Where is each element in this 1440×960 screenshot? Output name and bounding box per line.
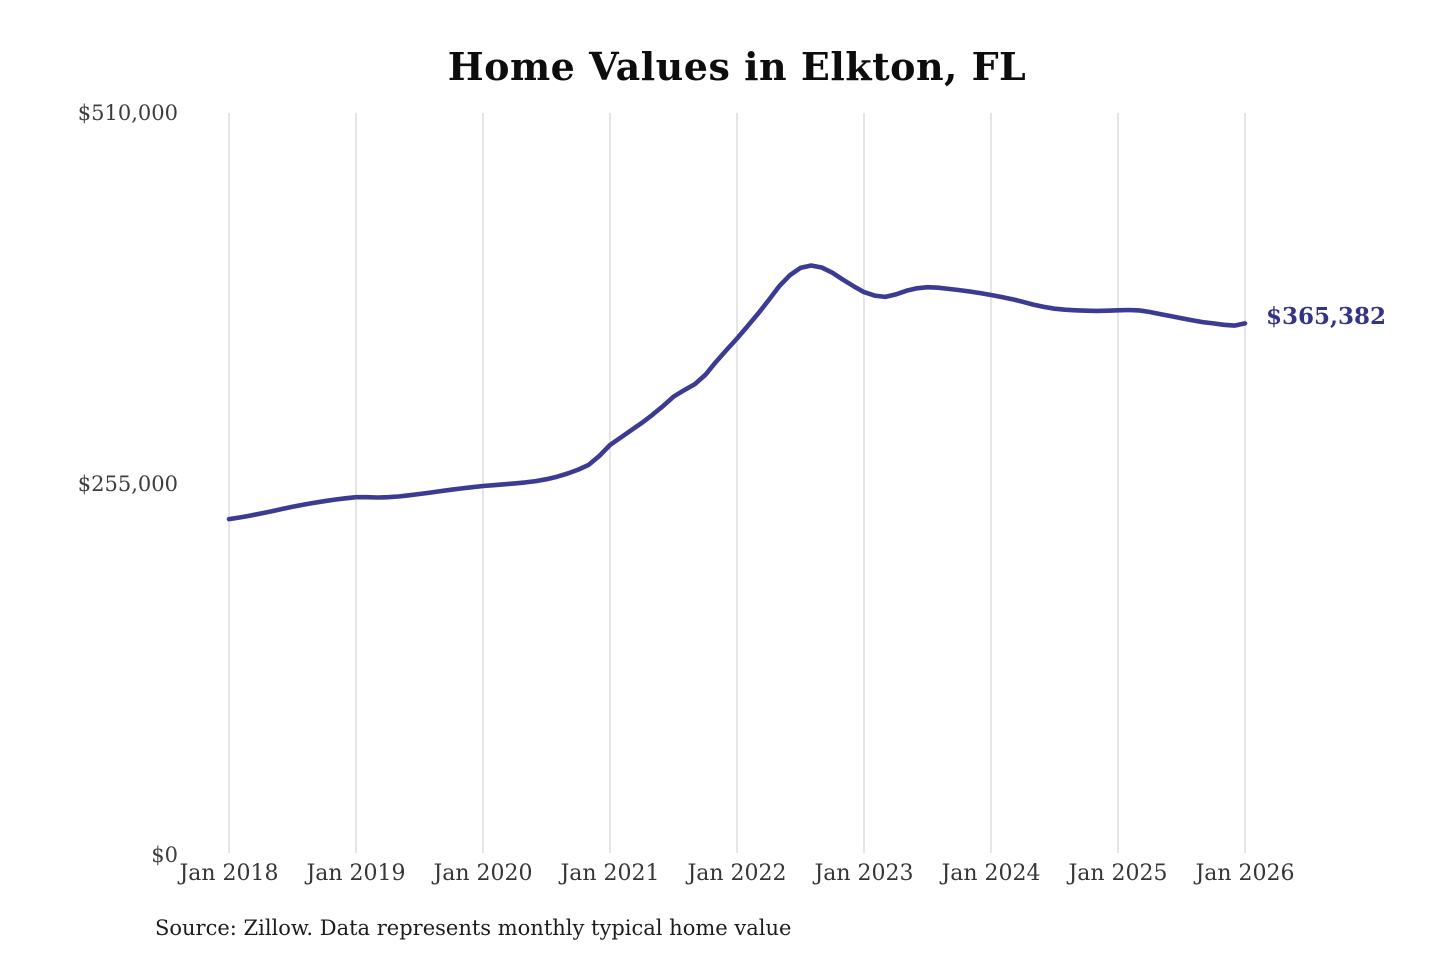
home-value-line: [226, 263, 1248, 522]
x-tick-label: Jan 2018: [179, 861, 279, 886]
x-tick-label: Jan 2019: [306, 861, 406, 886]
source-note: Source: Zillow. Data represents monthly …: [155, 916, 792, 940]
chart-title: Home Values in Elkton, FL: [447, 44, 1027, 89]
y-tick-label: $255,000: [77, 472, 178, 496]
x-tick-label: Jan 2022: [687, 861, 787, 886]
x-tick-label: Jan 2024: [941, 861, 1041, 886]
x-tick-label: Jan 2020: [433, 861, 533, 886]
y-tick-label: $510,000: [77, 101, 178, 125]
x-tick-label: Jan 2021: [560, 861, 660, 886]
y-tick-label: $0: [151, 843, 178, 867]
x-tick-label: Jan 2025: [1068, 861, 1168, 886]
x-tick-label: Jan 2023: [814, 861, 914, 886]
x-tick-label: Jan 2026: [1195, 861, 1295, 886]
end-value-label: $365,382: [1266, 303, 1387, 330]
